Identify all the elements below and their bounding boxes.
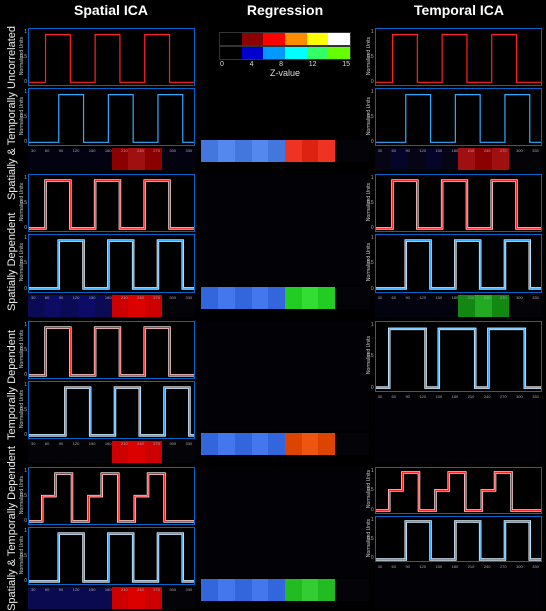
y-ticks: 10.50 xyxy=(20,322,27,378)
colorbar: 0481215Z-value xyxy=(201,28,368,78)
colorbar-ticks: 0481215 xyxy=(220,61,350,68)
time-series-plot: Normalized Units306090120150180210240270… xyxy=(28,234,195,292)
y-ticks: 10.50 xyxy=(367,89,374,145)
empty-region xyxy=(201,174,368,284)
spatial-ica-cell: Normalized Units306090120150180210240270… xyxy=(28,467,195,609)
time-series-plot: Normalized Units306090120150180210240270… xyxy=(28,88,195,146)
x-ticks: 306090120150180210240270300330 xyxy=(376,564,541,569)
time-series-plot: Normalized Units306090120150180210240270… xyxy=(28,381,195,439)
y-ticks: 10.50 xyxy=(20,382,27,438)
spatial-ica-cell: Normalized Units306090120150180210240270… xyxy=(28,28,195,170)
x-ticks: 306090120150180210240270300330 xyxy=(376,148,541,153)
data-row: Normalized Units306090120150180210240270… xyxy=(24,319,546,465)
grid: Spatial ICA Regression Temporal ICA Norm… xyxy=(24,0,546,611)
x-ticks: 306090120150180210240270300330 xyxy=(29,295,194,300)
data-row: Normalized Units306090120150180210240270… xyxy=(24,465,546,611)
time-series-plot: Normalized Units306090120150180210240270… xyxy=(375,467,542,514)
y-ticks: 10.50 xyxy=(20,528,27,584)
regression-cell: 0481215Z-value xyxy=(201,28,368,170)
time-series-plot: Normalized Units306090120150180210240270… xyxy=(28,527,195,585)
y-ticks: 10.50 xyxy=(367,468,374,513)
time-series-plot: Normalized Units306090120150180210240270… xyxy=(375,88,542,146)
spatial-ica-cell: Normalized Units306090120150180210240270… xyxy=(28,174,195,316)
temporal-ica-cell: Normalized Units306090120150180210240270… xyxy=(375,467,542,609)
x-ticks: 306090120150180210240270300330 xyxy=(29,148,194,153)
y-ticks: 10.50 xyxy=(367,235,374,291)
temporal-ica-cell: Normalized Units306090120150180210240270… xyxy=(375,28,542,170)
time-series-plot: Normalized Units306090120150180210240270… xyxy=(375,234,542,292)
rows-container: Normalized Units306090120150180210240270… xyxy=(24,26,546,611)
data-row: Normalized Units306090120150180210240270… xyxy=(24,172,546,318)
empty-region xyxy=(201,467,368,577)
y-ticks: 10.50 xyxy=(20,89,27,145)
col-header-1: Regression xyxy=(198,0,372,26)
regression-cell xyxy=(201,467,368,609)
figure-root: Spatially & Temporally Uncorrelated Spat… xyxy=(0,0,546,611)
time-series-plot: Normalized Units306090120150180210240270… xyxy=(375,174,542,232)
empty-region xyxy=(375,564,542,609)
x-ticks: 306090120150180210240270300330 xyxy=(376,394,541,399)
y-ticks: 10.50 xyxy=(367,29,374,85)
temporal-ica-cell: Normalized Units306090120150180210240270… xyxy=(375,321,542,463)
y-ticks: 10.50 xyxy=(367,175,374,231)
time-series-plot: Normalized Units306090120150180210240270… xyxy=(375,28,542,86)
empty-region xyxy=(375,394,542,463)
time-series-plot: Normalized Units306090120150180210240270… xyxy=(375,516,542,563)
column-headers: Spatial ICA Regression Temporal ICA xyxy=(24,0,546,26)
data-row: Normalized Units306090120150180210240270… xyxy=(24,26,546,172)
regression-cell xyxy=(201,321,368,463)
y-ticks: 10.50 xyxy=(367,322,374,391)
time-series-plot: Normalized Units306090120150180210240270… xyxy=(28,28,195,86)
y-ticks: 10.50 xyxy=(367,517,374,562)
regression-map xyxy=(201,287,368,309)
regression-map xyxy=(201,579,368,601)
time-series-plot: Normalized Units306090120150180210240270… xyxy=(28,174,195,232)
y-ticks: 10.50 xyxy=(20,468,27,524)
regression-cell xyxy=(201,174,368,316)
time-series-plot: Normalized Units306090120150180210240270… xyxy=(28,321,195,379)
x-ticks: 306090120150180210240270300330 xyxy=(29,587,194,592)
y-ticks: 10.50 xyxy=(20,175,27,231)
x-ticks: 306090120150180210240270300330 xyxy=(29,441,194,446)
col-header-0: Spatial ICA xyxy=(24,0,198,26)
col-header-2: Temporal ICA xyxy=(372,0,546,26)
y-ticks: 10.50 xyxy=(20,235,27,291)
empty-region xyxy=(201,321,368,431)
time-series-plot: Normalized Units306090120150180210240270… xyxy=(375,321,542,392)
regression-map xyxy=(201,140,368,162)
colorbar-label: Z-value xyxy=(270,68,300,78)
y-ticks: 10.50 xyxy=(20,29,27,85)
time-series-plot: Normalized Units306090120150180210240270… xyxy=(28,467,195,525)
regression-map xyxy=(201,433,368,455)
x-ticks: 306090120150180210240270300330 xyxy=(376,295,541,300)
temporal-ica-cell: Normalized Units306090120150180210240270… xyxy=(375,174,542,316)
spatial-ica-cell: Normalized Units306090120150180210240270… xyxy=(28,321,195,463)
